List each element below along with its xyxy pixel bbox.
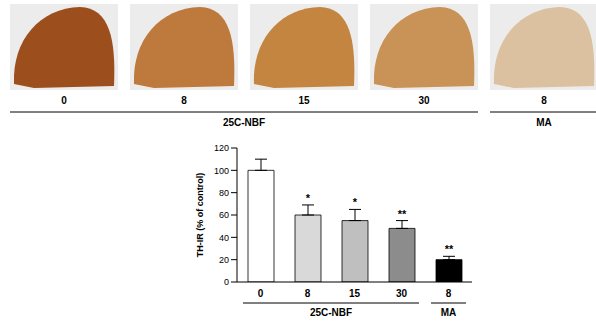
svg-text:60: 60 (219, 210, 229, 220)
svg-text:30: 30 (396, 288, 408, 299)
svg-text:15: 15 (349, 288, 361, 299)
svg-text:MA: MA (536, 117, 552, 128)
svg-text:25C-NBF: 25C-NBF (310, 307, 352, 318)
svg-text:0: 0 (258, 288, 264, 299)
svg-text:*: * (353, 196, 358, 208)
svg-text:80: 80 (219, 188, 229, 198)
svg-text:8: 8 (446, 288, 452, 299)
svg-text:0: 0 (224, 277, 229, 287)
svg-text:30: 30 (418, 95, 430, 106)
svg-text:20: 20 (219, 255, 229, 265)
svg-text:8: 8 (305, 288, 311, 299)
svg-text:8: 8 (541, 95, 547, 106)
svg-text:**: ** (398, 208, 407, 220)
svg-text:100: 100 (214, 166, 229, 176)
svg-text:TH-IR (% of control): TH-IR (% of control) (195, 173, 205, 258)
svg-text:40: 40 (219, 233, 229, 243)
svg-text:25C-NBF: 25C-NBF (223, 117, 265, 128)
svg-text:0: 0 (61, 95, 67, 106)
svg-text:*: * (306, 192, 311, 204)
svg-text:120: 120 (214, 143, 229, 153)
svg-text:15: 15 (298, 95, 310, 106)
svg-text:**: ** (445, 243, 454, 255)
svg-text:8: 8 (181, 95, 187, 106)
svg-text:MA: MA (441, 307, 457, 318)
